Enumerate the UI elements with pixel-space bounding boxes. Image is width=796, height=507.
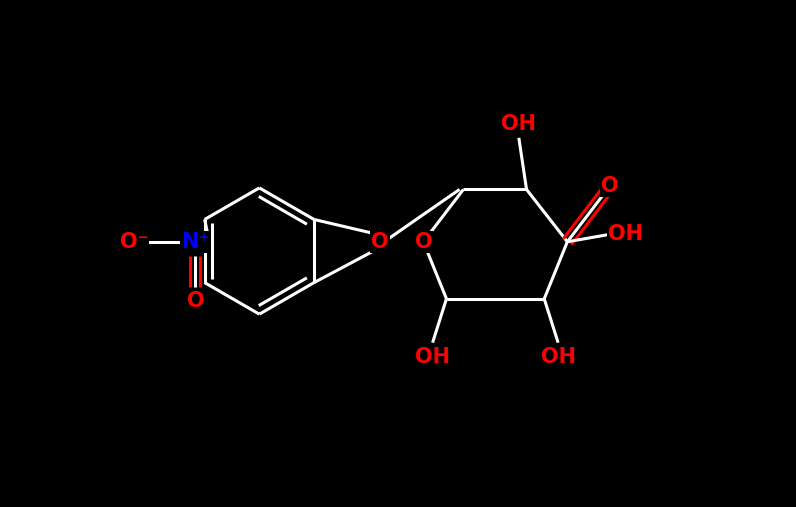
Text: OH: OH [607,224,642,244]
Text: OH: OH [540,346,576,367]
Text: OH: OH [501,114,537,134]
Text: O: O [601,176,618,196]
Text: O⁻: O⁻ [119,232,148,252]
Text: O: O [186,291,205,311]
Text: OH: OH [415,346,450,367]
Text: N⁺: N⁺ [181,232,209,252]
Text: O: O [415,232,432,252]
Text: O: O [372,232,389,252]
